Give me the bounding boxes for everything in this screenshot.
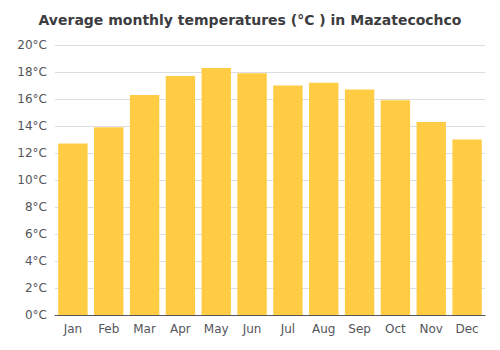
svg-text:Jun: Jun <box>242 322 262 336</box>
svg-text:Jul: Jul <box>280 322 295 336</box>
svg-text:Jan: Jan <box>63 322 83 336</box>
svg-text:Average monthly temperatures (: Average monthly temperatures (°C ) in Ma… <box>39 12 462 28</box>
svg-text:Apr: Apr <box>170 322 191 336</box>
svg-text:Dec: Dec <box>455 322 478 336</box>
svg-text:Mar: Mar <box>133 322 156 336</box>
svg-text:May: May <box>204 322 229 336</box>
svg-text:2°C: 2°C <box>25 281 47 295</box>
svg-text:Feb: Feb <box>98 322 119 336</box>
svg-text:12°C: 12°C <box>17 146 47 160</box>
svg-text:14°C: 14°C <box>17 119 47 133</box>
svg-text:Aug: Aug <box>312 322 335 336</box>
svg-text:20°C: 20°C <box>17 38 47 52</box>
svg-text:18°C: 18°C <box>17 65 47 79</box>
svg-text:6°C: 6°C <box>25 227 47 241</box>
svg-text:0°C: 0°C <box>25 308 47 322</box>
svg-text:4°C: 4°C <box>25 254 47 268</box>
svg-text:Sep: Sep <box>348 322 371 336</box>
svg-text:8°C: 8°C <box>25 200 47 214</box>
svg-text:10°C: 10°C <box>17 173 47 187</box>
svg-text:Nov: Nov <box>420 322 443 336</box>
svg-text:16°C: 16°C <box>17 92 47 106</box>
svg-text:Oct: Oct <box>385 322 406 336</box>
